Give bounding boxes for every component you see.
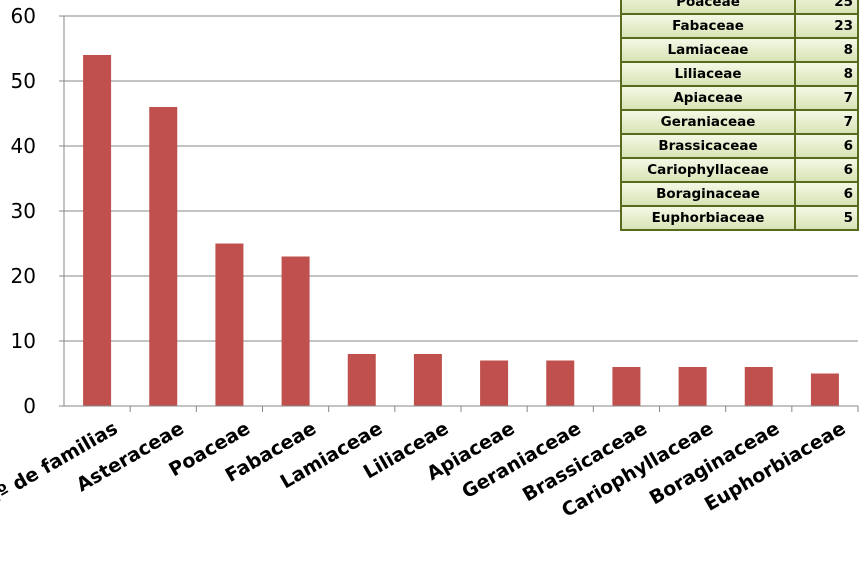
bar xyxy=(810,373,839,406)
family-name-cell: Boraginaceae xyxy=(620,181,796,207)
bar xyxy=(678,367,707,406)
family-name-cell: Lamiaceae xyxy=(620,37,796,63)
table-row: Brassicaceae 6 xyxy=(620,133,859,159)
gridlines xyxy=(64,15,858,342)
bar xyxy=(281,256,310,406)
family-count-cell: 25 xyxy=(794,0,859,15)
y-tick-label: 0 xyxy=(23,394,36,418)
y-tick-label: 50 xyxy=(11,69,36,93)
family-count-cell: 7 xyxy=(794,109,859,135)
family-name-cell: Geraniaceae xyxy=(620,109,796,135)
y-tick-label: 30 xyxy=(11,199,36,223)
family-count-cell: 8 xyxy=(794,37,859,63)
family-count-cell: 23 xyxy=(794,13,859,39)
table-row: Euphorbiaceae 5 xyxy=(620,205,859,231)
bar xyxy=(83,55,112,406)
y-tick-label: 10 xyxy=(11,329,36,353)
bar xyxy=(347,354,376,406)
family-count-table: Poaceae 25 Fabaceae 23 Lamiaceae 8 Liliaceae 8 A… xyxy=(620,0,859,231)
bar xyxy=(612,367,641,406)
family-count-cell: 7 xyxy=(794,85,859,111)
table-row: Boraginaceae 6 xyxy=(620,181,859,207)
bar xyxy=(215,243,244,406)
y-axis-ticks: 0 10 20 30 40 50 60 xyxy=(11,4,36,418)
family-name-cell: Cariophyllaceae xyxy=(620,157,796,183)
table-row: Liliaceae 8 xyxy=(620,61,859,87)
family-name-cell: Fabaceae xyxy=(620,13,796,39)
family-count-cell: 6 xyxy=(794,133,859,159)
axes xyxy=(59,15,859,412)
bars xyxy=(83,55,839,406)
bar xyxy=(744,367,773,406)
family-name-cell: Poaceae xyxy=(620,0,796,15)
x-axis-labels: Nº de familiasAsteraceaePoaceaeFabaceaeL… xyxy=(0,417,849,522)
table-row: Apiaceae 7 xyxy=(620,85,859,111)
y-tick-label: 40 xyxy=(11,134,36,158)
family-name-cell: Brassicaceae xyxy=(620,133,796,159)
table-row: Geraniaceae 7 xyxy=(620,109,859,135)
table-row: Fabaceae 23 xyxy=(620,13,859,39)
family-count-cell: 5 xyxy=(794,205,859,231)
family-name-cell: Liliaceae xyxy=(620,61,796,87)
table-row: Poaceae 25 xyxy=(620,0,859,15)
family-name-cell: Apiaceae xyxy=(620,85,796,111)
family-name-cell: Euphorbiaceae xyxy=(620,205,796,231)
bar xyxy=(546,360,575,406)
bar xyxy=(149,107,178,406)
family-count-cell: 6 xyxy=(794,181,859,207)
table-row: Lamiaceae 8 xyxy=(620,37,859,63)
family-count-cell: 8 xyxy=(794,61,859,87)
family-count-cell: 6 xyxy=(794,157,859,183)
table-row: Cariophyllaceae 6 xyxy=(620,157,859,183)
y-tick-label: 60 xyxy=(11,4,36,28)
bar xyxy=(413,354,442,406)
bar xyxy=(480,360,509,406)
y-tick-label: 20 xyxy=(11,264,36,288)
